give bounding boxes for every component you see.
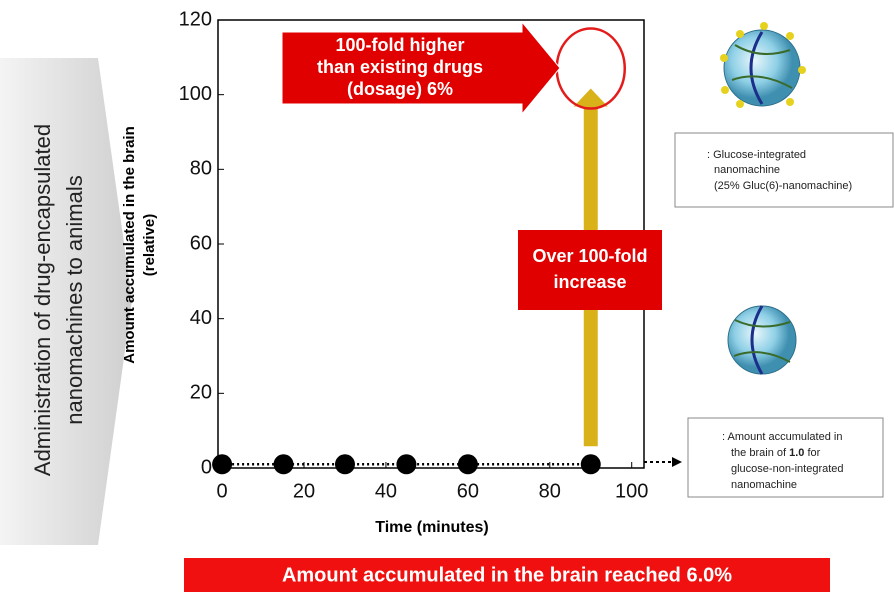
data-point [396, 454, 416, 474]
y-tick-label: 0 [201, 456, 212, 478]
callout-text: (dosage) 6% [347, 79, 453, 99]
x-tick-label: 0 [217, 480, 228, 502]
figure: Administration of drug-encapsulated nano… [0, 0, 894, 594]
y-axis-label: (relative) [141, 214, 158, 277]
x-tick-label: 80 [539, 480, 561, 502]
y-tick-label: 40 [190, 307, 212, 329]
x-tick-label: 100 [615, 480, 648, 502]
side-text: Administration of drug-encapsulated [30, 124, 55, 476]
callout-text: Over 100-fold [532, 246, 647, 266]
legend-text: the brain of [731, 447, 789, 459]
legend-text: for [804, 447, 820, 459]
x-tick-label: 20 [293, 480, 315, 502]
y-tick-label: 120 [179, 8, 212, 30]
y-tick-label: 20 [190, 382, 212, 404]
y-tick-label: 100 [179, 83, 212, 105]
callout-text: increase [553, 272, 626, 292]
legend-box [675, 133, 893, 207]
x-tick-label: 60 [457, 480, 479, 502]
data-point [212, 454, 232, 474]
data-point [458, 454, 478, 474]
legend-text: : Amount accumulated in [722, 431, 842, 443]
data-point [335, 454, 355, 474]
x-axis-label: Time (minutes) [375, 519, 489, 536]
y-tick-label: 60 [190, 232, 212, 254]
legend-text: : Glucose-integrated [707, 149, 806, 161]
legend-text: nanomachine [731, 479, 797, 491]
data-point [274, 454, 294, 474]
legend-text: glucose-non-integrated [731, 463, 844, 475]
callout-text: than existing drugs [317, 57, 483, 77]
legend-text: (25% Gluc(6)-nanomachine) [714, 180, 852, 192]
pointer-head [672, 457, 682, 467]
legend-text: 1.0 [789, 447, 804, 459]
nanomachine-image [720, 22, 806, 108]
y-axis-label: Amount accumulated in the brain [121, 126, 138, 364]
callout [518, 230, 662, 310]
data-point [581, 454, 601, 474]
x-tick-label: 40 [375, 480, 397, 502]
callout-text: 100-fold higher [335, 35, 464, 55]
side-text: nanomachines to animals [62, 175, 87, 424]
legend-text: the brain of 1.0 for [731, 447, 821, 459]
nanomachine-image [728, 306, 796, 374]
banner-text: Amount accumulated in the brain reached … [282, 564, 732, 586]
y-tick-label: 80 [190, 158, 212, 180]
legend-text: nanomachine [714, 164, 780, 176]
